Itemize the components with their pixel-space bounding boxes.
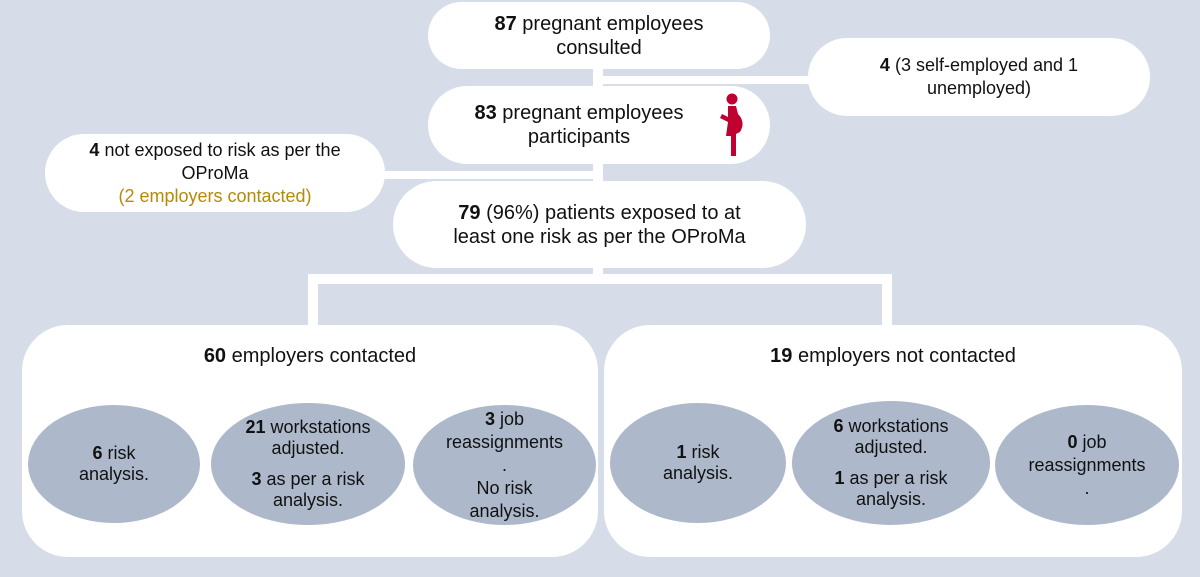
not-contacted-risk-text: risk [691, 442, 720, 462]
contacted-workstations-text2: as per a risk [266, 469, 365, 489]
contacted-reassign-text: job [500, 408, 525, 429]
excluded-count: 4 [879, 55, 890, 75]
not-exposed-box: 4 not exposed to risk as per the OProMa … [45, 134, 385, 212]
not-contacted-workstations-count: 6 [833, 416, 844, 436]
not-contacted-workstations-oval: 6 workstations adjusted. 1 as per a risk… [792, 401, 990, 525]
connector-horizontal-split [308, 274, 892, 284]
connector-right-horizontal [598, 76, 818, 84]
contacted-reassign-line4: analysis. [469, 500, 540, 521]
participants-count: 83 [474, 102, 497, 124]
employers-not-contacted-title: 19 employers not contacted [604, 345, 1182, 368]
contacted-risk-analysis-oval: 6 risk analysis. [28, 405, 200, 523]
employers-not-contacted-count: 19 [770, 345, 793, 367]
employers-not-contacted-label: employers not contacted [797, 345, 1016, 367]
employers-contacted-count: 60 [203, 345, 227, 367]
contacted-reassign-line3: No risk [476, 477, 533, 498]
participants-line2: participants [527, 126, 631, 148]
connector-mid-vertical [593, 260, 603, 282]
not-contacted-reassign-dot: . [1084, 477, 1090, 498]
not-contacted-workstations-text2: as per a risk [849, 468, 948, 488]
contacted-workstations-line3: analysis. [272, 490, 344, 510]
not-contacted-risk-line2: analysis. [662, 463, 734, 483]
contacted-risk-line2: analysis. [78, 464, 150, 484]
contacted-reassign-count: 3 [484, 408, 495, 429]
connector-right-drop [882, 274, 892, 332]
not-contacted-reassign-count: 0 [1067, 431, 1078, 452]
contacted-risk-count: 6 [92, 443, 103, 463]
connector-left-drop [308, 274, 318, 334]
excluded-box: 4 (3 self-employed and 1 unemployed) [808, 38, 1150, 116]
not-contacted-reassign-text: job [1082, 431, 1107, 452]
not-contacted-workstations-line2: adjusted. [854, 437, 928, 457]
contacted-workstations-line2: adjusted. [271, 438, 345, 458]
contacted-workstations-count: 21 [245, 417, 266, 437]
exposed-box: 79 (96%) patients exposed to at least on… [393, 181, 806, 268]
not-contacted-workstations-line3: analysis. [855, 489, 927, 509]
not-contacted-risk-analysis-oval: 1 risk analysis. [610, 403, 786, 523]
not-exposed-count: 4 [89, 139, 100, 160]
not-exposed-note: (2 employers contacted) [118, 185, 312, 206]
contacted-reassign-dot: . [501, 454, 507, 475]
consulted-box: 87 pregnant employees consulted [428, 2, 770, 69]
excluded-line2: unemployed) [926, 78, 1032, 98]
contacted-workstations-count2: 3 [251, 469, 262, 489]
consulted-count: 87 [494, 12, 517, 35]
not-contacted-reassign-line2: reassignments [1028, 454, 1146, 475]
consulted-text: pregnant employees [522, 12, 704, 35]
pregnant-woman-icon [720, 93, 743, 156]
exposed-line2: least one risk as per the OProMa [453, 225, 746, 248]
excluded-text: (3 self-employed and 1 [894, 55, 1079, 75]
not-exposed-text: not exposed to risk as per the [104, 139, 341, 160]
not-exposed-line2: OProMa [181, 162, 249, 183]
exposed-text: (96%) patients exposed to at [486, 201, 741, 224]
not-contacted-risk-count: 1 [676, 442, 687, 462]
not-contacted-workstations-count2: 1 [834, 468, 845, 488]
consulted-line2: consulted [556, 36, 642, 59]
exposed-count: 79 [458, 201, 481, 224]
not-contacted-reassignments-oval: 0 job reassignments . [995, 405, 1179, 525]
employers-contacted-label: employers contacted [231, 345, 417, 367]
contacted-reassignments-oval: 3 job reassignments . No risk analysis. [413, 405, 596, 525]
employers-contacted-title: 60 employers contacted [22, 345, 598, 368]
contacted-reassign-line2: reassignments [445, 431, 564, 452]
connector-left-horizontal [375, 171, 603, 179]
participants-box: 83 pregnant employees participants [428, 86, 770, 164]
contacted-workstations-text: workstations [270, 417, 371, 437]
employers-not-contacted-panel: 19 employers not contacted 1 risk analys… [604, 325, 1182, 557]
contacted-workstations-oval: 21 workstations adjusted. 3 as per a ris… [211, 403, 405, 525]
employers-contacted-panel: 60 employers contacted 6 risk analysis. … [22, 325, 598, 557]
participants-text: pregnant employees [502, 102, 684, 124]
not-contacted-workstations-text: workstations [848, 416, 949, 436]
contacted-risk-text: risk [107, 443, 136, 463]
